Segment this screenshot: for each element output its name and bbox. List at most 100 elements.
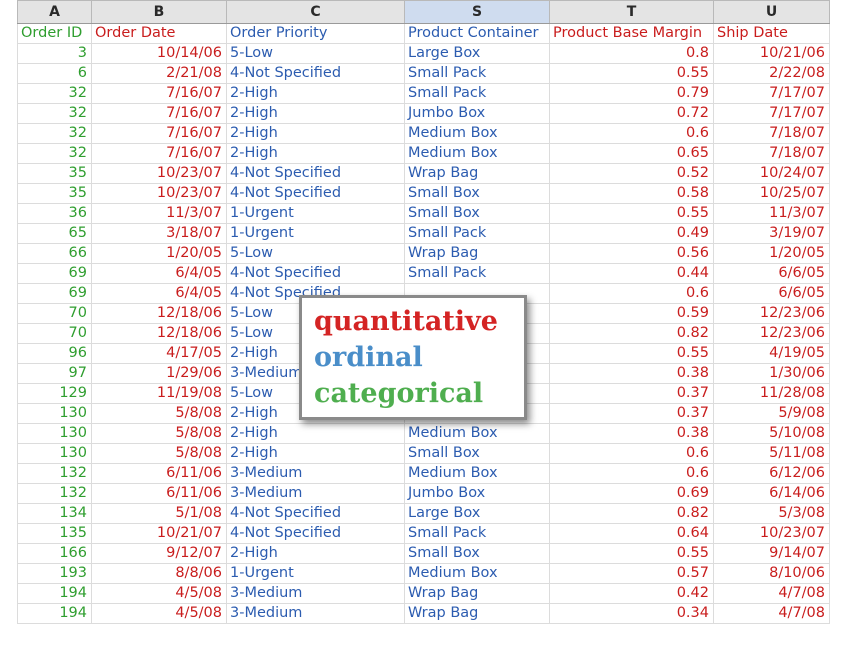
cell-product-base-margin[interactable]: 0.38 bbox=[549, 363, 714, 384]
cell-product-base-margin[interactable]: 0.56 bbox=[549, 243, 714, 264]
cell-order-date[interactable]: 5/8/08 bbox=[91, 443, 227, 464]
cell-product-container[interactable]: Medium Box bbox=[404, 463, 550, 484]
cell-product-base-margin[interactable]: 0.57 bbox=[549, 563, 714, 584]
cell-order-priority[interactable]: 2-High bbox=[226, 443, 405, 464]
cell-order-date[interactable]: 11/19/08 bbox=[91, 383, 227, 404]
cell-order-date[interactable]: 8/8/06 bbox=[91, 563, 227, 584]
cell-order-date[interactable]: 4/5/08 bbox=[91, 583, 227, 604]
cell-order-id[interactable]: 96 bbox=[17, 343, 92, 364]
cell-order-date[interactable]: 1/20/05 bbox=[91, 243, 227, 264]
cell-ship-date[interactable]: 10/25/07 bbox=[713, 183, 830, 204]
cell-order-id[interactable]: 132 bbox=[17, 463, 92, 484]
field-product-base-margin[interactable]: Product Base Margin bbox=[549, 23, 714, 44]
cell-order-priority[interactable]: 1-Urgent bbox=[226, 563, 405, 584]
cell-product-base-margin[interactable]: 0.6 bbox=[549, 283, 714, 304]
cell-order-date[interactable]: 9/12/07 bbox=[91, 543, 227, 564]
cell-ship-date[interactable]: 6/12/06 bbox=[713, 463, 830, 484]
cell-product-container[interactable]: Jumbo Box bbox=[404, 483, 550, 504]
field-order-priority[interactable]: Order Priority bbox=[226, 23, 405, 44]
cell-order-id[interactable]: 66 bbox=[17, 243, 92, 264]
cell-ship-date[interactable]: 1/30/06 bbox=[713, 363, 830, 384]
cell-ship-date[interactable]: 11/28/08 bbox=[713, 383, 830, 404]
cell-order-priority[interactable]: 4-Not Specified bbox=[226, 183, 405, 204]
cell-ship-date[interactable]: 12/23/06 bbox=[713, 323, 830, 344]
cell-order-priority[interactable]: 2-High bbox=[226, 103, 405, 124]
cell-order-id[interactable]: 70 bbox=[17, 303, 92, 324]
cell-order-priority[interactable]: 2-High bbox=[226, 423, 405, 444]
cell-order-id[interactable]: 166 bbox=[17, 543, 92, 564]
column-header-c[interactable]: C bbox=[226, 0, 405, 24]
cell-order-priority[interactable]: 1-Urgent bbox=[226, 203, 405, 224]
cell-product-base-margin[interactable]: 0.6 bbox=[549, 443, 714, 464]
cell-product-base-margin[interactable]: 0.55 bbox=[549, 343, 714, 364]
cell-product-base-margin[interactable]: 0.6 bbox=[549, 123, 714, 144]
cell-ship-date[interactable]: 10/21/06 bbox=[713, 43, 830, 64]
cell-product-container[interactable]: Large Box bbox=[404, 43, 550, 64]
cell-product-container[interactable]: Wrap Bag bbox=[404, 603, 550, 624]
cell-order-id[interactable]: 134 bbox=[17, 503, 92, 524]
cell-order-date[interactable]: 6/4/05 bbox=[91, 263, 227, 284]
cell-ship-date[interactable]: 1/20/05 bbox=[713, 243, 830, 264]
cell-order-date[interactable]: 12/18/06 bbox=[91, 303, 227, 324]
cell-order-id[interactable]: 32 bbox=[17, 143, 92, 164]
cell-order-date[interactable]: 10/14/06 bbox=[91, 43, 227, 64]
cell-order-date[interactable]: 7/16/07 bbox=[91, 143, 227, 164]
cell-order-priority[interactable]: 3-Medium bbox=[226, 583, 405, 604]
cell-product-base-margin[interactable]: 0.55 bbox=[549, 543, 714, 564]
cell-order-priority[interactable]: 4-Not Specified bbox=[226, 503, 405, 524]
cell-ship-date[interactable]: 6/14/06 bbox=[713, 483, 830, 504]
cell-product-container[interactable]: Wrap Bag bbox=[404, 163, 550, 184]
cell-ship-date[interactable]: 7/18/07 bbox=[713, 123, 830, 144]
cell-product-container[interactable]: Jumbo Box bbox=[404, 103, 550, 124]
field-order-date[interactable]: Order Date bbox=[91, 23, 227, 44]
cell-product-base-margin[interactable]: 0.8 bbox=[549, 43, 714, 64]
cell-product-base-margin[interactable]: 0.42 bbox=[549, 583, 714, 604]
cell-order-date[interactable]: 4/17/05 bbox=[91, 343, 227, 364]
cell-order-date[interactable]: 6/4/05 bbox=[91, 283, 227, 304]
cell-ship-date[interactable]: 5/9/08 bbox=[713, 403, 830, 424]
cell-order-date[interactable]: 6/11/06 bbox=[91, 463, 227, 484]
cell-order-date[interactable]: 10/23/07 bbox=[91, 163, 227, 184]
cell-order-date[interactable]: 2/21/08 bbox=[91, 63, 227, 84]
cell-product-container[interactable]: Small Pack bbox=[404, 63, 550, 84]
column-header-b[interactable]: B bbox=[91, 0, 227, 24]
cell-order-id[interactable]: 32 bbox=[17, 123, 92, 144]
cell-order-priority[interactable]: 4-Not Specified bbox=[226, 163, 405, 184]
cell-order-date[interactable]: 6/11/06 bbox=[91, 483, 227, 504]
field-product-container[interactable]: Product Container bbox=[404, 23, 550, 44]
cell-ship-date[interactable]: 4/7/08 bbox=[713, 603, 830, 624]
cell-ship-date[interactable]: 8/10/06 bbox=[713, 563, 830, 584]
cell-order-priority[interactable]: 4-Not Specified bbox=[226, 263, 405, 284]
cell-product-base-margin[interactable]: 0.55 bbox=[549, 63, 714, 84]
cell-order-id[interactable]: 193 bbox=[17, 563, 92, 584]
cell-product-base-margin[interactable]: 0.64 bbox=[549, 523, 714, 544]
cell-order-id[interactable]: 194 bbox=[17, 603, 92, 624]
column-header-a[interactable]: A bbox=[17, 0, 92, 24]
cell-ship-date[interactable]: 2/22/08 bbox=[713, 63, 830, 84]
cell-product-container[interactable]: Small Pack bbox=[404, 523, 550, 544]
cell-ship-date[interactable]: 6/6/05 bbox=[713, 283, 830, 304]
cell-order-id[interactable]: 130 bbox=[17, 443, 92, 464]
cell-ship-date[interactable]: 9/14/07 bbox=[713, 543, 830, 564]
cell-product-container[interactable]: Medium Box bbox=[404, 563, 550, 584]
cell-ship-date[interactable]: 6/6/05 bbox=[713, 263, 830, 284]
cell-product-base-margin[interactable]: 0.49 bbox=[549, 223, 714, 244]
cell-order-priority[interactable]: 2-High bbox=[226, 123, 405, 144]
cell-product-container[interactable]: Small Pack bbox=[404, 263, 550, 284]
cell-order-id[interactable]: 32 bbox=[17, 83, 92, 104]
cell-ship-date[interactable]: 3/19/07 bbox=[713, 223, 830, 244]
cell-order-id[interactable]: 129 bbox=[17, 383, 92, 404]
cell-order-date[interactable]: 11/3/07 bbox=[91, 203, 227, 224]
cell-order-priority[interactable]: 2-High bbox=[226, 543, 405, 564]
cell-order-id[interactable]: 97 bbox=[17, 363, 92, 384]
cell-order-date[interactable]: 5/8/08 bbox=[91, 403, 227, 424]
cell-order-priority[interactable]: 4-Not Specified bbox=[226, 63, 405, 84]
cell-order-date[interactable]: 1/29/06 bbox=[91, 363, 227, 384]
cell-ship-date[interactable]: 7/17/07 bbox=[713, 83, 830, 104]
cell-product-base-margin[interactable]: 0.55 bbox=[549, 203, 714, 224]
cell-ship-date[interactable]: 10/24/07 bbox=[713, 163, 830, 184]
cell-product-base-margin[interactable]: 0.37 bbox=[549, 383, 714, 404]
cell-product-base-margin[interactable]: 0.72 bbox=[549, 103, 714, 124]
cell-product-container[interactable]: Small Box bbox=[404, 203, 550, 224]
cell-ship-date[interactable]: 4/7/08 bbox=[713, 583, 830, 604]
